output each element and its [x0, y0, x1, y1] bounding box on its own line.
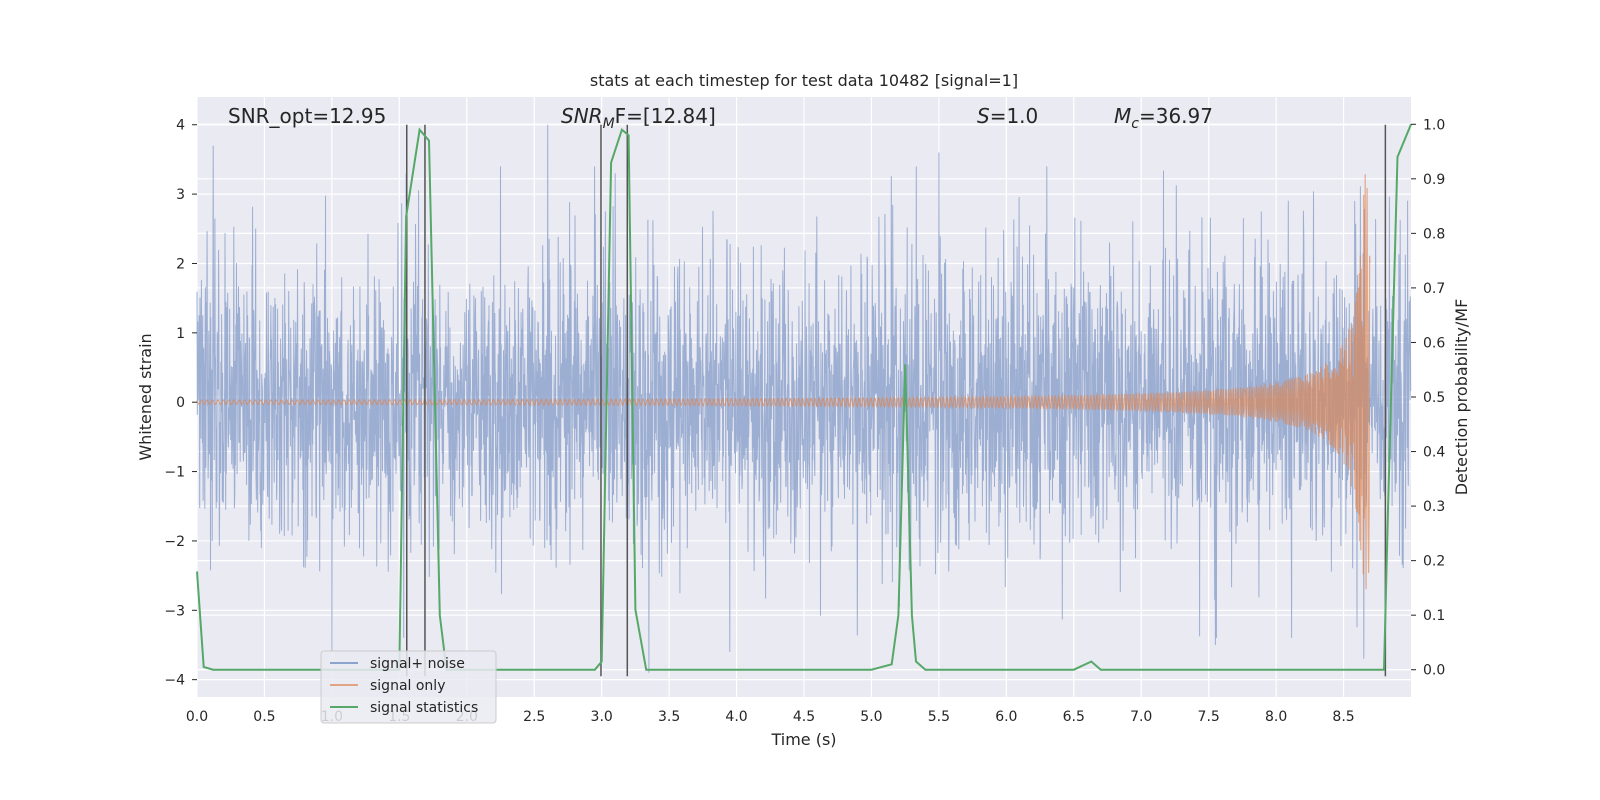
chart-axes: 0.00.51.01.52.02.53.03.54.04.55.05.56.06… — [164, 117, 1445, 725]
annotation-snr-opt: SNR_opt=12.95 — [228, 104, 386, 128]
chart-marks — [196, 123, 1412, 677]
annotation-snr-mf-sub: M — [603, 116, 615, 132]
y-tick-label-left: −3 — [164, 603, 185, 619]
y-axis-label-left: Whitened strain — [136, 333, 155, 460]
annotation-mc: Mc=36.97 — [1114, 104, 1213, 132]
x-tick-label: 6.5 — [1063, 709, 1085, 725]
legend: signal+ noise signal only signal statist… — [320, 650, 497, 724]
legend-box — [320, 650, 497, 724]
x-tick-label: 5.0 — [860, 709, 882, 725]
x-tick-label: 3.0 — [591, 709, 613, 725]
series-signal-only — [196, 174, 1371, 590]
x-axis-label: Time (s) — [770, 730, 836, 749]
y-tick-label-left: −1 — [164, 465, 185, 481]
y-tick-label-right: 0.7 — [1423, 281, 1445, 297]
annotation-s-rest: =1.0 — [990, 104, 1039, 128]
y-tick-label-right: 0.2 — [1423, 554, 1445, 570]
chart-title: stats at each timestep for test data 104… — [590, 71, 1018, 90]
x-tick-label: 3.5 — [658, 709, 680, 725]
annotation-snr-mf: SNRMF=[12.84] — [561, 104, 716, 132]
y-tick-label-right: 1.0 — [1423, 117, 1445, 133]
x-tick-label: 6.0 — [995, 709, 1017, 725]
legend-label-noise: signal+ noise — [370, 656, 465, 672]
annotation-s-var: S — [977, 104, 990, 128]
annotation-snr-mf-main: SNR — [561, 104, 603, 128]
x-tick-label: 8.5 — [1332, 709, 1354, 725]
x-tick-label: 7.5 — [1198, 709, 1220, 725]
y-tick-label-right: 0.0 — [1423, 663, 1445, 679]
annotation-mc-sub: c — [1131, 116, 1139, 132]
y-tick-label-left: 1 — [176, 326, 185, 342]
x-tick-label: 0.0 — [186, 709, 208, 725]
y-tick-label-left: 2 — [176, 256, 185, 272]
y-tick-label-left: 3 — [176, 187, 185, 203]
legend-label-signal: signal only — [370, 678, 445, 694]
x-tick-label: 5.5 — [928, 709, 950, 725]
y-tick-label-right: 0.1 — [1423, 608, 1445, 624]
y-tick-label-left: −4 — [164, 673, 185, 689]
annotation-mc-var: M — [1114, 104, 1131, 128]
x-tick-label: 4.0 — [725, 709, 747, 725]
x-tick-label: 0.5 — [253, 709, 275, 725]
y-tick-label-right: 0.9 — [1423, 172, 1445, 188]
x-tick-label: 7.0 — [1130, 709, 1152, 725]
y-tick-label-right: 0.6 — [1423, 335, 1445, 351]
series-signal-noise — [196, 124, 1412, 673]
x-tick-label: 2.5 — [523, 709, 545, 725]
annotation-mc-rest: =36.97 — [1139, 104, 1213, 128]
y-tick-label-right: 0.5 — [1423, 390, 1445, 406]
y-tick-label-right: 0.3 — [1423, 499, 1445, 515]
x-tick-label: 4.5 — [793, 709, 815, 725]
annotation-snr-mf-rest: F=[12.84] — [615, 104, 716, 128]
x-tick-label: 8.0 — [1265, 709, 1287, 725]
y-tick-label-left: 4 — [176, 118, 185, 134]
y-axis-label-right: Detection probability/MF — [1452, 299, 1471, 496]
y-tick-label-left: 0 — [176, 395, 185, 411]
grid-lines — [196, 97, 1411, 697]
y-tick-label-left: −2 — [164, 534, 185, 550]
y-tick-label-right: 0.4 — [1423, 445, 1445, 461]
series-signal-statistics — [196, 123, 1412, 671]
annotation-s: S=1.0 — [977, 104, 1038, 128]
legend-label-stats: signal statistics — [370, 700, 478, 716]
y-tick-label-right: 0.8 — [1423, 226, 1445, 242]
